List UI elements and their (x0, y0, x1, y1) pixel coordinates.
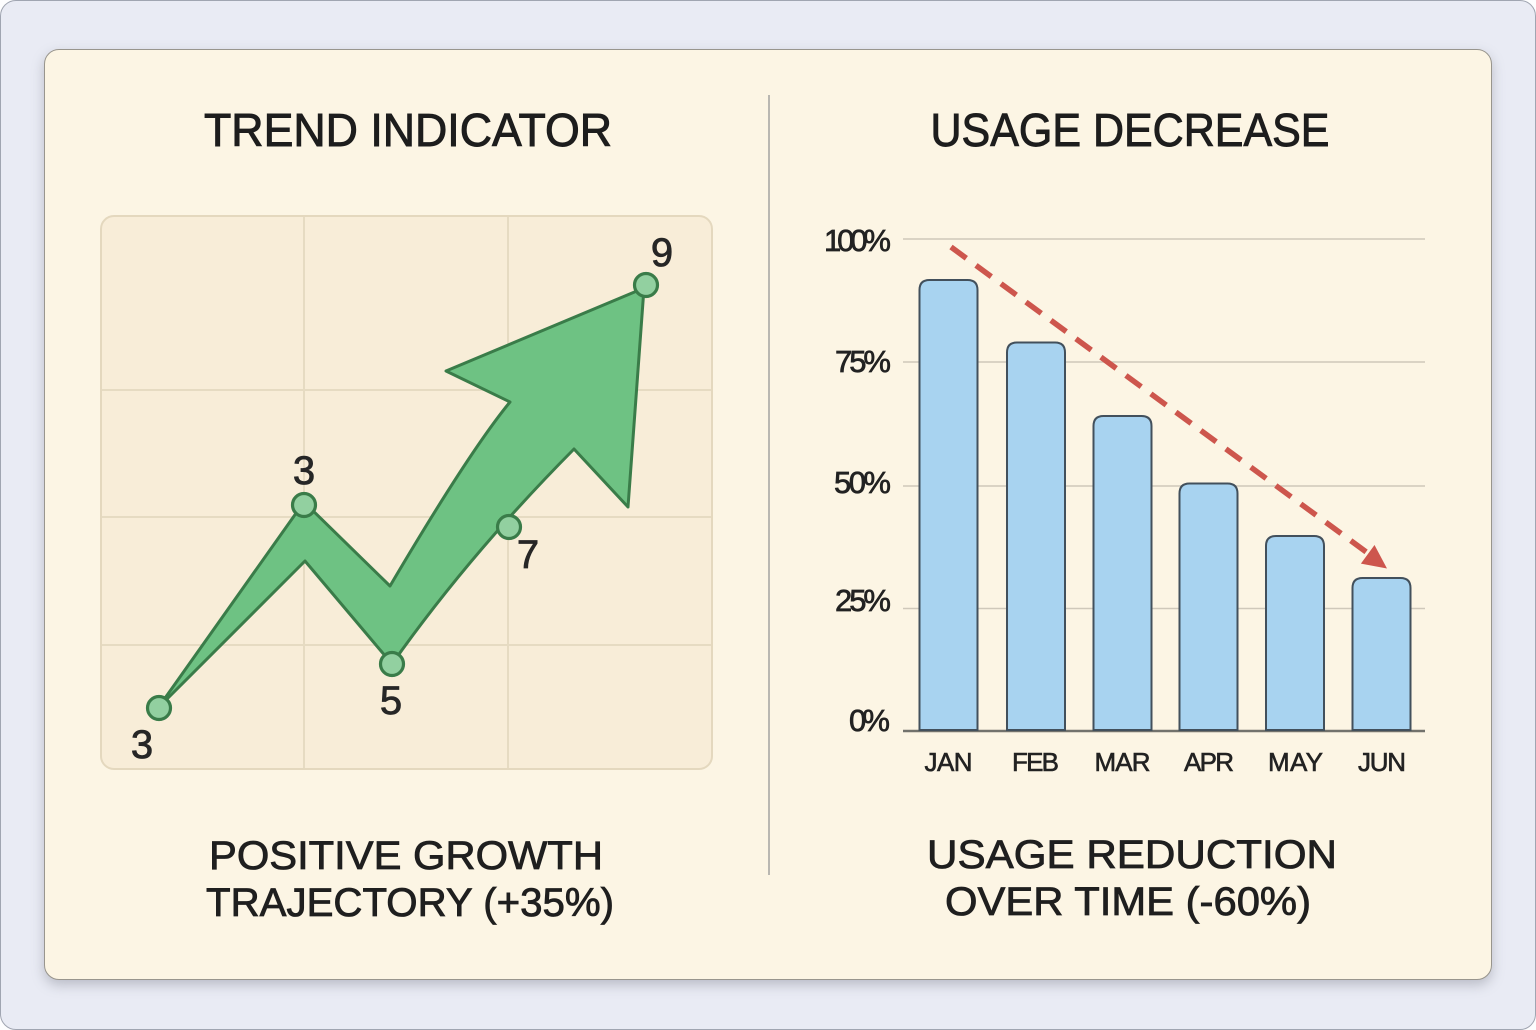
svg-text:USAGE DECREASE: USAGE DECREASE (931, 104, 1330, 156)
svg-text:JUN: JUN (1358, 747, 1406, 777)
svg-text:3: 3 (293, 449, 315, 493)
svg-text:FEB: FEB (1012, 747, 1059, 777)
svg-text:100%: 100% (824, 223, 891, 258)
svg-text:9: 9 (651, 231, 673, 275)
svg-text:OVER TIME (-60%): OVER TIME (-60%) (945, 880, 1311, 924)
svg-text:POSITIVE GROWTH: POSITIVE GROWTH (209, 834, 603, 878)
svg-text:APR: APR (1184, 747, 1234, 777)
svg-text:MAR: MAR (1095, 747, 1151, 777)
svg-text:25%: 25% (835, 583, 891, 618)
svg-text:JAN: JAN (925, 747, 973, 777)
svg-text:5: 5 (380, 679, 402, 723)
svg-text:TRAJECTORY (+35%): TRAJECTORY (+35%) (206, 881, 614, 925)
svg-text:MAY: MAY (1268, 747, 1323, 777)
svg-text:7: 7 (517, 533, 539, 577)
svg-text:3: 3 (131, 723, 153, 767)
svg-text:USAGE REDUCTION: USAGE REDUCTION (927, 833, 1337, 877)
svg-text:TREND INDICATOR: TREND INDICATOR (204, 104, 612, 156)
svg-text:0%: 0% (849, 703, 890, 738)
svg-text:75%: 75% (835, 344, 891, 379)
svg-text:50%: 50% (834, 465, 891, 500)
